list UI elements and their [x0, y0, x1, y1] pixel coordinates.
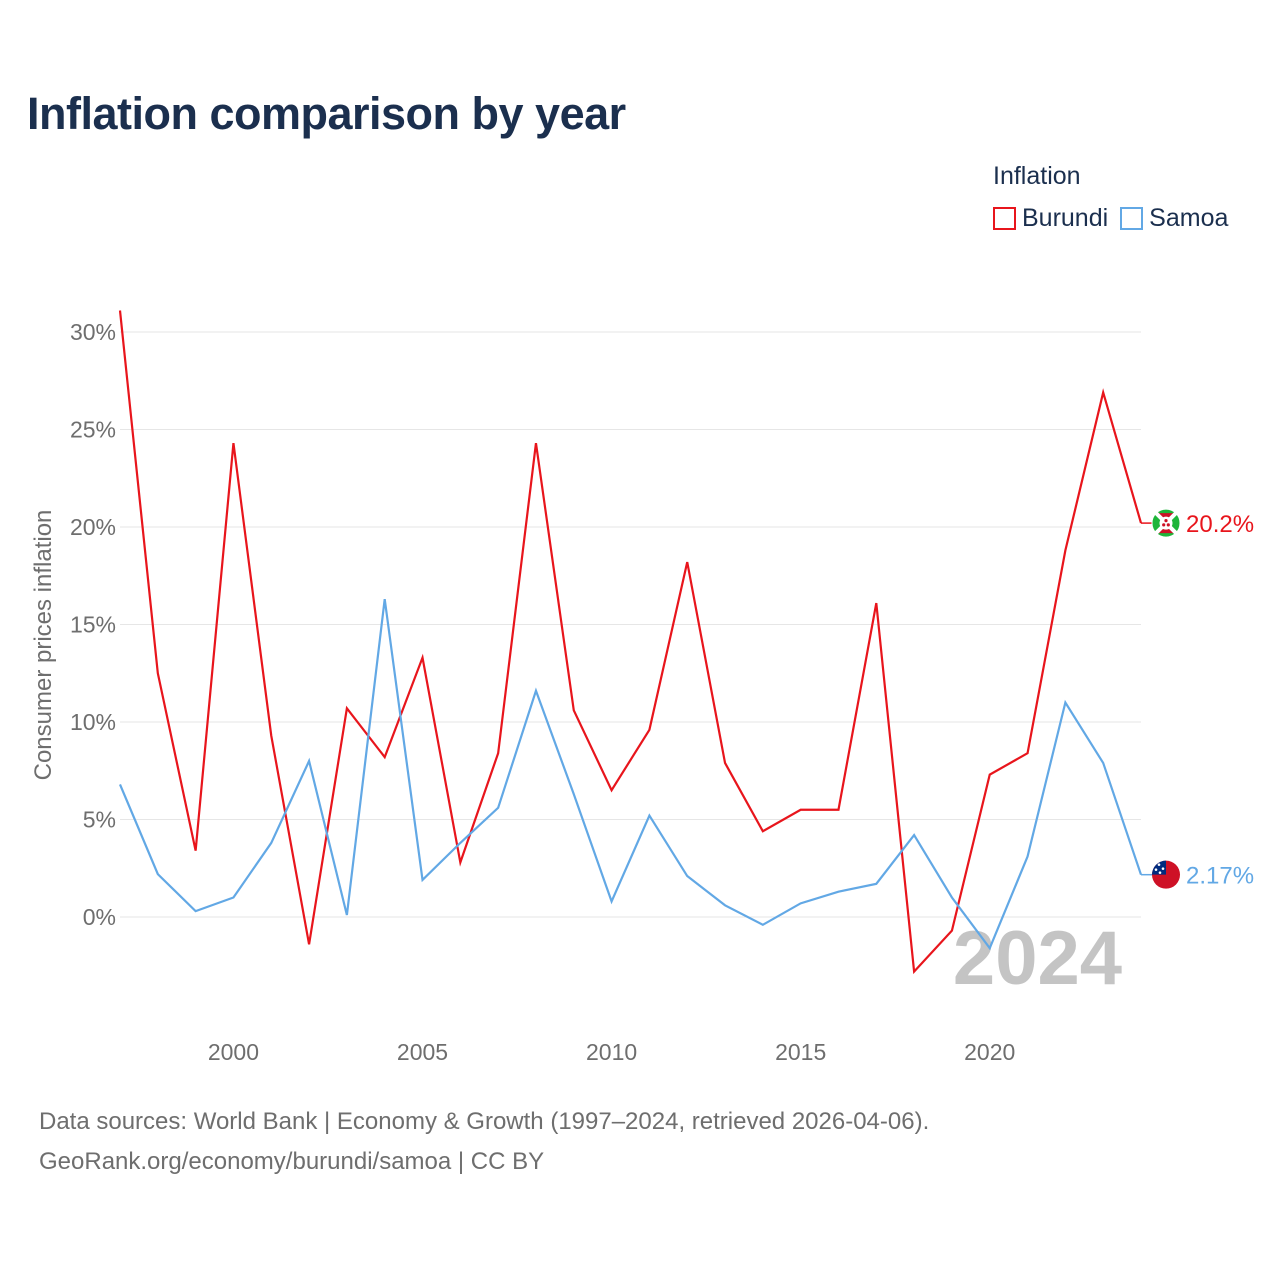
- legend-swatch-burundi: [993, 207, 1016, 230]
- series-end-markers: 20.2% 2.17%: [1141, 508, 1254, 890]
- data-source-note: Data sources: World Bank | Economy & Gro…: [39, 1108, 930, 1135]
- chart-title: Inflation comparison by year: [27, 88, 626, 139]
- x-tick-label: 2015: [775, 1039, 826, 1065]
- series-line-samoa: [118, 599, 1143, 951]
- y-tick-label: 10%: [70, 709, 116, 735]
- legend-item-burundi[interactable]: Burundi: [993, 204, 1108, 233]
- y-tick-label: 25%: [70, 417, 116, 443]
- series-end-label-samoa: 2.17%: [1186, 863, 1254, 890]
- legend-item-samoa[interactable]: Samoa: [1120, 204, 1228, 233]
- legend-swatch-samoa: [1120, 207, 1144, 230]
- y-tick-label: 5%: [83, 807, 116, 833]
- y-tick-label: 15%: [70, 612, 116, 638]
- line-chart: 0% 5% 10% 15% 20% 25% 30% 2000 2005 2010 2015 2020…: [30, 310, 1254, 1065]
- y-tick-label: 30%: [70, 319, 116, 345]
- samoa-flag-icon: [1152, 860, 1180, 889]
- series-line-burundi: [118, 310, 1143, 975]
- credit-link[interactable]: GeoRank.org/economy/burundi/samoa | CC B…: [39, 1148, 545, 1175]
- y-axis-label: Consumer prices inflation: [30, 510, 57, 781]
- x-tick-label: 2010: [586, 1039, 637, 1065]
- x-tick-label: 2005: [397, 1039, 448, 1065]
- x-tick-label: 2020: [964, 1039, 1015, 1065]
- burundi-flag-icon: [1151, 508, 1181, 538]
- y-tick-label: 20%: [70, 514, 116, 540]
- y-tick-label: 0%: [83, 904, 116, 930]
- legend-label-samoa: Samoa: [1149, 204, 1229, 232]
- y-axis-ticks: 0% 5% 10% 15% 20% 25% 30%: [70, 319, 116, 930]
- year-watermark: 2024: [953, 916, 1122, 1001]
- series-lines: [118, 310, 1143, 975]
- legend: Burundi Samoa: [993, 204, 1240, 233]
- x-tick-label: 2000: [208, 1039, 259, 1065]
- x-axis-ticks: 2000 2005 2010 2015 2020: [208, 1039, 1015, 1065]
- series-end-label-burundi: 20.2%: [1186, 511, 1254, 538]
- gridlines: [120, 331, 1141, 918]
- legend-title: Inflation: [993, 162, 1081, 190]
- legend-label-burundi: Burundi: [1022, 204, 1109, 232]
